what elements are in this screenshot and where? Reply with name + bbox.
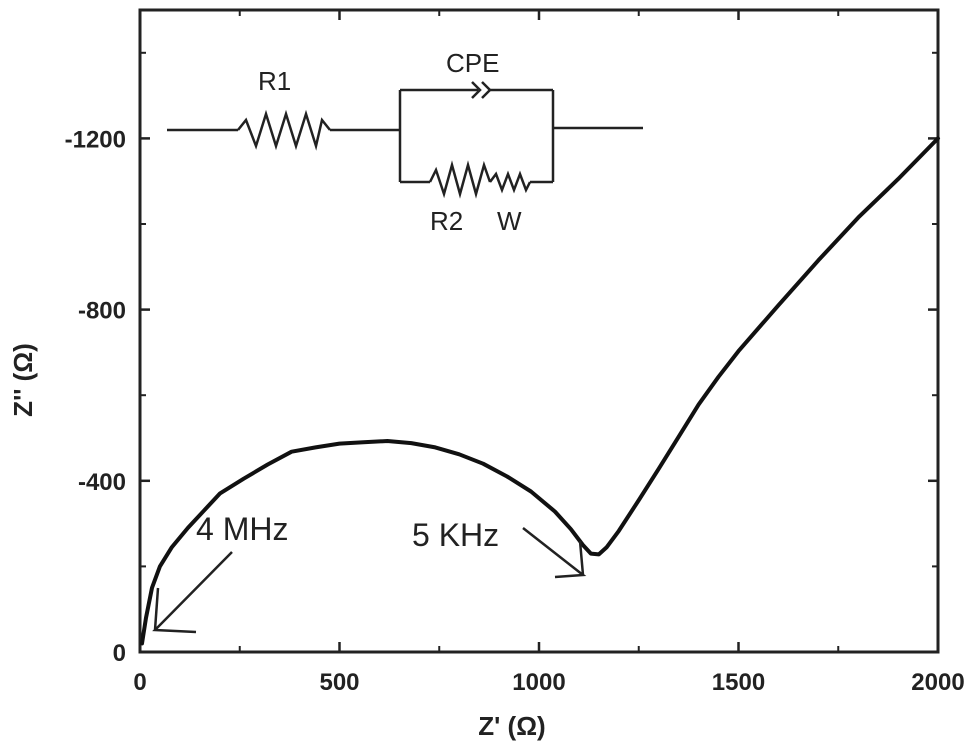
arrow-4mhz (152, 551, 233, 634)
x-tick-label: 2000 (911, 669, 964, 696)
circuit-label-cpe: CPE (446, 48, 499, 78)
axis-ticks (138, 10, 940, 654)
warburg-w-symbol (489, 170, 532, 194)
y-axis-title: Z'' (Ω) (8, 343, 38, 417)
x-tick-label: 500 (319, 669, 359, 696)
y-tick-label: -800 (78, 298, 126, 325)
plot-frame (138, 8, 940, 654)
circuit-label-w: W (497, 206, 522, 236)
resistor-r1-symbol (237, 109, 331, 151)
series-line-0 (140, 136, 940, 646)
circuit-label-r1: R1 (258, 66, 291, 96)
y-tick-label: -400 (78, 469, 126, 496)
cpe-symbol (471, 81, 492, 99)
y-tick-label: 0 (113, 640, 126, 667)
resistor-r2-symbol (428, 160, 492, 199)
x-tick-label: 0 (133, 669, 146, 696)
x-tick-label: 1500 (712, 669, 765, 696)
arrow-5khz (522, 527, 587, 579)
equivalent-circuit-inset (167, 81, 643, 199)
annotation-5khz: 5 KHz (412, 517, 499, 553)
x-tick-label: 1000 (512, 669, 565, 696)
y-tick-label: -1200 (65, 126, 126, 153)
annotation-4mhz: 4 MHz (196, 511, 288, 547)
axis-tick-labels: 0 500 1000 1500 2000 0 -400 -800 -1200 (65, 126, 965, 696)
x-axis-title: Z' (Ω) (478, 711, 545, 741)
circuit-label-r2: R2 (430, 206, 463, 236)
impedance-curve-layer (140, 136, 940, 646)
plot-axes (138, 8, 940, 654)
